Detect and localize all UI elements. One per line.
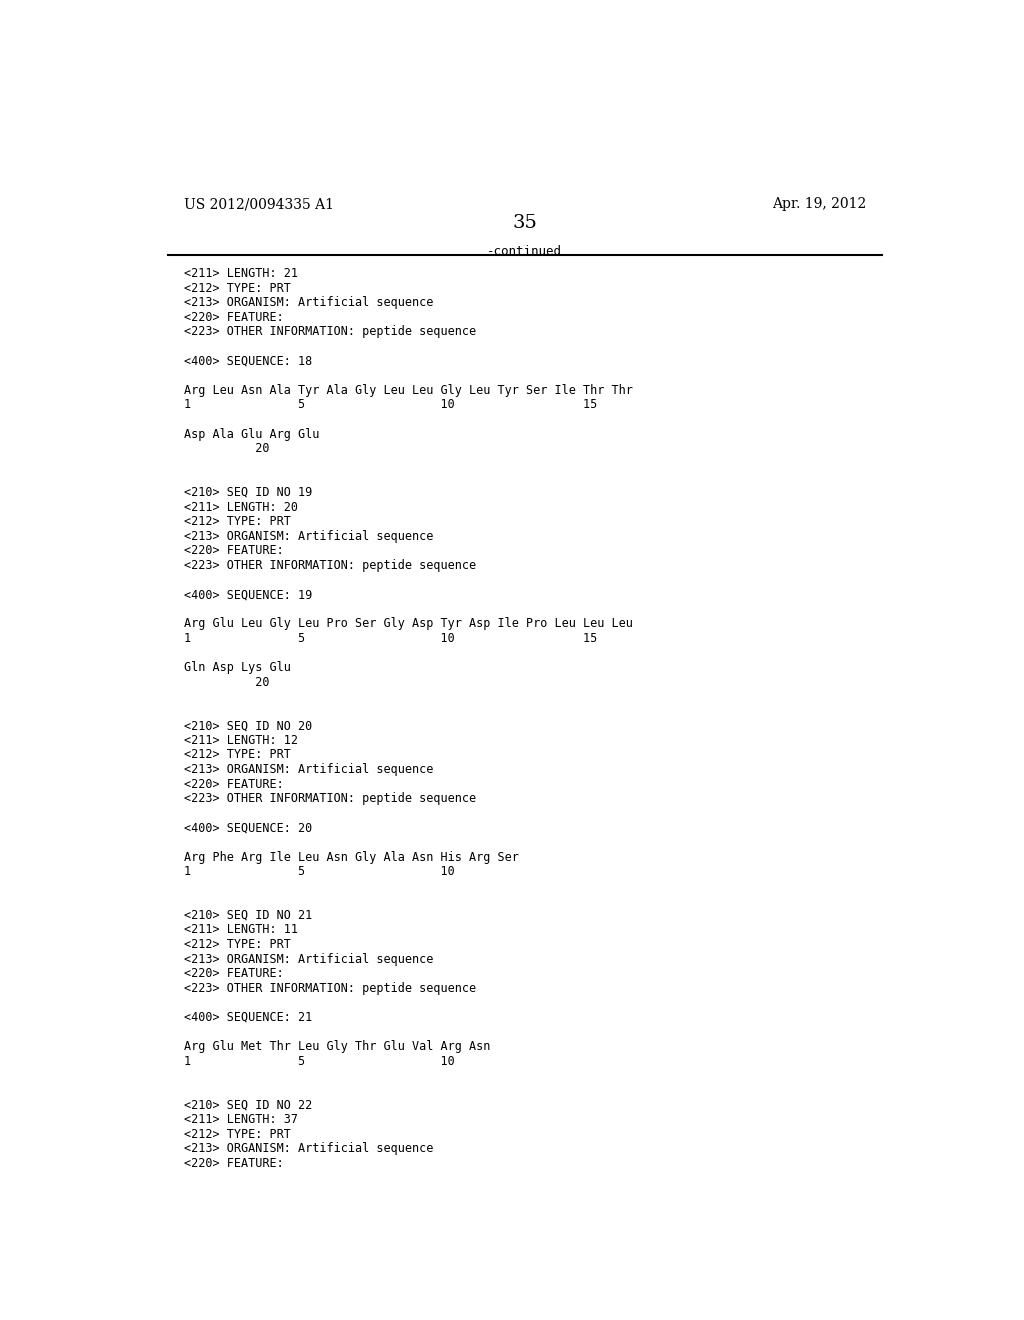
Text: Gln Asp Lys Glu: Gln Asp Lys Glu [183, 661, 291, 675]
Text: <211> LENGTH: 37: <211> LENGTH: 37 [183, 1113, 298, 1126]
Text: <220> FEATURE:: <220> FEATURE: [183, 1156, 284, 1170]
Text: -continued: -continued [487, 244, 562, 257]
Text: <220> FEATURE:: <220> FEATURE: [183, 777, 284, 791]
Text: <211> LENGTH: 20: <211> LENGTH: 20 [183, 500, 298, 513]
Text: <220> FEATURE:: <220> FEATURE: [183, 312, 284, 323]
Text: <211> LENGTH: 21: <211> LENGTH: 21 [183, 267, 298, 280]
Text: Arg Leu Asn Ala Tyr Ala Gly Leu Leu Gly Leu Tyr Ser Ile Thr Thr: Arg Leu Asn Ala Tyr Ala Gly Leu Leu Gly … [183, 384, 633, 397]
Text: <220> FEATURE:: <220> FEATURE: [183, 544, 284, 557]
Text: <400> SEQUENCE: 19: <400> SEQUENCE: 19 [183, 587, 311, 601]
Text: <212> TYPE: PRT: <212> TYPE: PRT [183, 281, 291, 294]
Text: <210> SEQ ID NO 20: <210> SEQ ID NO 20 [183, 719, 311, 733]
Text: 1               5                   10                  15: 1 5 10 15 [183, 399, 597, 412]
Text: 1               5                   10: 1 5 10 [183, 865, 455, 878]
Text: 20: 20 [183, 442, 269, 455]
Text: <210> SEQ ID NO 19: <210> SEQ ID NO 19 [183, 486, 311, 499]
Text: <212> TYPE: PRT: <212> TYPE: PRT [183, 939, 291, 952]
Text: <213> ORGANISM: Artificial sequence: <213> ORGANISM: Artificial sequence [183, 763, 433, 776]
Text: <213> ORGANISM: Artificial sequence: <213> ORGANISM: Artificial sequence [183, 953, 433, 966]
Text: US 2012/0094335 A1: US 2012/0094335 A1 [183, 197, 334, 211]
Text: <400> SEQUENCE: 20: <400> SEQUENCE: 20 [183, 821, 311, 834]
Text: <210> SEQ ID NO 22: <210> SEQ ID NO 22 [183, 1098, 311, 1111]
Text: Arg Phe Arg Ile Leu Asn Gly Ala Asn His Arg Ser: Arg Phe Arg Ile Leu Asn Gly Ala Asn His … [183, 850, 518, 863]
Text: <210> SEQ ID NO 21: <210> SEQ ID NO 21 [183, 909, 311, 921]
Text: <220> FEATURE:: <220> FEATURE: [183, 968, 284, 981]
Text: <213> ORGANISM: Artificial sequence: <213> ORGANISM: Artificial sequence [183, 1142, 433, 1155]
Text: <400> SEQUENCE: 18: <400> SEQUENCE: 18 [183, 355, 311, 368]
Text: <213> ORGANISM: Artificial sequence: <213> ORGANISM: Artificial sequence [183, 529, 433, 543]
Text: Asp Ala Glu Arg Glu: Asp Ala Glu Arg Glu [183, 428, 318, 441]
Text: Arg Glu Met Thr Leu Gly Thr Glu Val Arg Asn: Arg Glu Met Thr Leu Gly Thr Glu Val Arg … [183, 1040, 489, 1053]
Text: <223> OTHER INFORMATION: peptide sequence: <223> OTHER INFORMATION: peptide sequenc… [183, 326, 476, 338]
Text: <223> OTHER INFORMATION: peptide sequence: <223> OTHER INFORMATION: peptide sequenc… [183, 558, 476, 572]
Text: 35: 35 [512, 214, 538, 232]
Text: <212> TYPE: PRT: <212> TYPE: PRT [183, 515, 291, 528]
Text: <211> LENGTH: 12: <211> LENGTH: 12 [183, 734, 298, 747]
Text: 1               5                   10                  15: 1 5 10 15 [183, 632, 597, 644]
Text: <213> ORGANISM: Artificial sequence: <213> ORGANISM: Artificial sequence [183, 296, 433, 309]
Text: Arg Glu Leu Gly Leu Pro Ser Gly Asp Tyr Asp Ile Pro Leu Leu Leu: Arg Glu Leu Gly Leu Pro Ser Gly Asp Tyr … [183, 618, 633, 630]
Text: <223> OTHER INFORMATION: peptide sequence: <223> OTHER INFORMATION: peptide sequenc… [183, 792, 476, 805]
Text: <212> TYPE: PRT: <212> TYPE: PRT [183, 748, 291, 762]
Text: Apr. 19, 2012: Apr. 19, 2012 [772, 197, 866, 211]
Text: <211> LENGTH: 11: <211> LENGTH: 11 [183, 924, 298, 936]
Text: 1               5                   10: 1 5 10 [183, 1055, 455, 1068]
Text: 20: 20 [183, 676, 269, 689]
Text: <212> TYPE: PRT: <212> TYPE: PRT [183, 1127, 291, 1140]
Text: <400> SEQUENCE: 21: <400> SEQUENCE: 21 [183, 1011, 311, 1024]
Text: <223> OTHER INFORMATION: peptide sequence: <223> OTHER INFORMATION: peptide sequenc… [183, 982, 476, 995]
